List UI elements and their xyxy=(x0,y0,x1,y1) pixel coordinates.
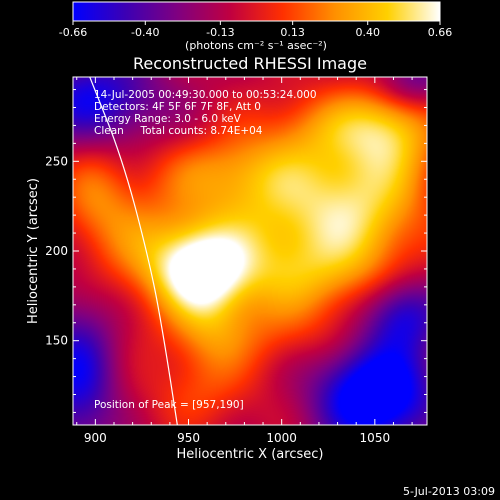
x-axis-label: Heliocentric X (arcsec) xyxy=(177,447,324,462)
colorbar-gradient xyxy=(72,1,441,22)
colorbar-unit-label: (photons cm⁻² s⁻¹ asec⁻²) xyxy=(185,39,327,52)
chart-title: Reconstructed RHESSI Image xyxy=(133,54,367,73)
y-axis: 150 200 250 xyxy=(45,89,427,413)
x-tick-label: 1000 xyxy=(266,431,297,445)
colorbar-tick-label: -0.66 xyxy=(59,26,87,39)
heatmap-image xyxy=(73,77,427,425)
peak-position-label: Position of Peak = [957,190] xyxy=(94,399,244,411)
info-clean-counts: Clean Total counts: 8.74E+04 xyxy=(94,125,263,137)
colorbar-tick-label: -0.13 xyxy=(206,26,234,39)
colorbar-tick-label: 0.13 xyxy=(280,26,305,39)
info-time-range: 14-Jul-2005 00:49:30.000 to 00:53:24.000 xyxy=(94,89,317,101)
y-tick-label: 150 xyxy=(45,334,68,348)
footer-date: 5-Jul-2013 03:09 xyxy=(403,485,495,498)
info-energy-range: Energy Range: 3.0 - 6.0 keV xyxy=(94,113,242,125)
info-annotation: 14-Jul-2005 00:49:30.000 to 00:53:24.000… xyxy=(94,89,317,137)
x-tick-label: 950 xyxy=(177,431,200,445)
y-axis-label: Heliocentric Y (arcsec) xyxy=(26,178,41,324)
plot-area: 14-Jul-2005 00:49:30.000 to 00:53:24.000… xyxy=(72,76,428,426)
colorbar-tick-label: 0.40 xyxy=(355,26,380,39)
colorbar: -0.66 -0.40 -0.13 0.13 0.40 0.66 (photons cm⁻… xyxy=(59,1,452,52)
info-detectors: Detectors: 4F 5F 6F 7F 8F, Att 0 xyxy=(94,101,261,113)
y-tick-label: 200 xyxy=(45,244,68,258)
x-tick-label: 900 xyxy=(84,431,107,445)
colorbar-tick-label: 0.66 xyxy=(428,26,453,39)
colorbar-tick-label: -0.40 xyxy=(131,26,159,39)
x-tick-label: 1050 xyxy=(360,431,391,445)
y-tick-label: 250 xyxy=(45,154,68,168)
solar-limb-curve xyxy=(89,77,178,425)
colorbar-ticks: -0.66 -0.40 -0.13 0.13 0.40 0.66 xyxy=(59,21,452,39)
x-axis: 900 950 1000 1050 xyxy=(76,77,413,445)
